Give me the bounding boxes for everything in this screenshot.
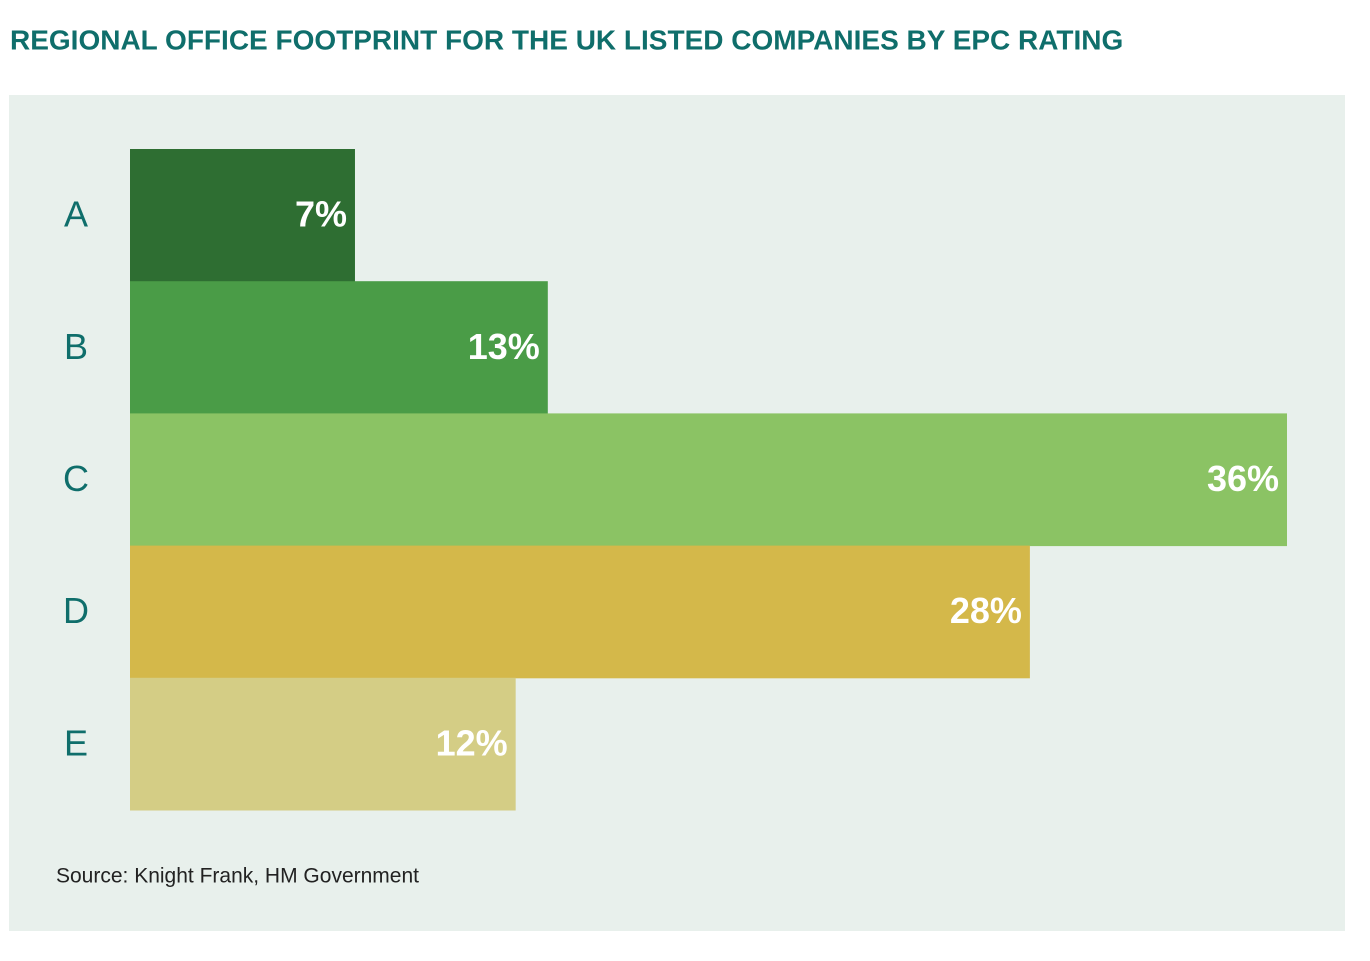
category-label: C: [63, 458, 89, 499]
value-label: 12%: [436, 722, 508, 763]
bar: [130, 545, 1030, 679]
value-label: 13%: [468, 326, 540, 367]
bar: [130, 413, 1287, 547]
value-label: 7%: [295, 194, 347, 235]
category-label: D: [63, 590, 89, 631]
value-label: 28%: [950, 590, 1022, 631]
chart-title: REGIONAL OFFICE FOOTPRINT FOR THE UK LIS…: [10, 24, 1123, 55]
bar: [130, 677, 516, 811]
source-note: Source: Knight Frank, HM Government: [56, 865, 419, 888]
value-label: 36%: [1207, 458, 1279, 499]
category-label: E: [64, 722, 88, 763]
bar: [130, 149, 355, 282]
category-label: B: [64, 326, 88, 367]
bar: [130, 281, 548, 414]
category-label: A: [64, 194, 88, 235]
